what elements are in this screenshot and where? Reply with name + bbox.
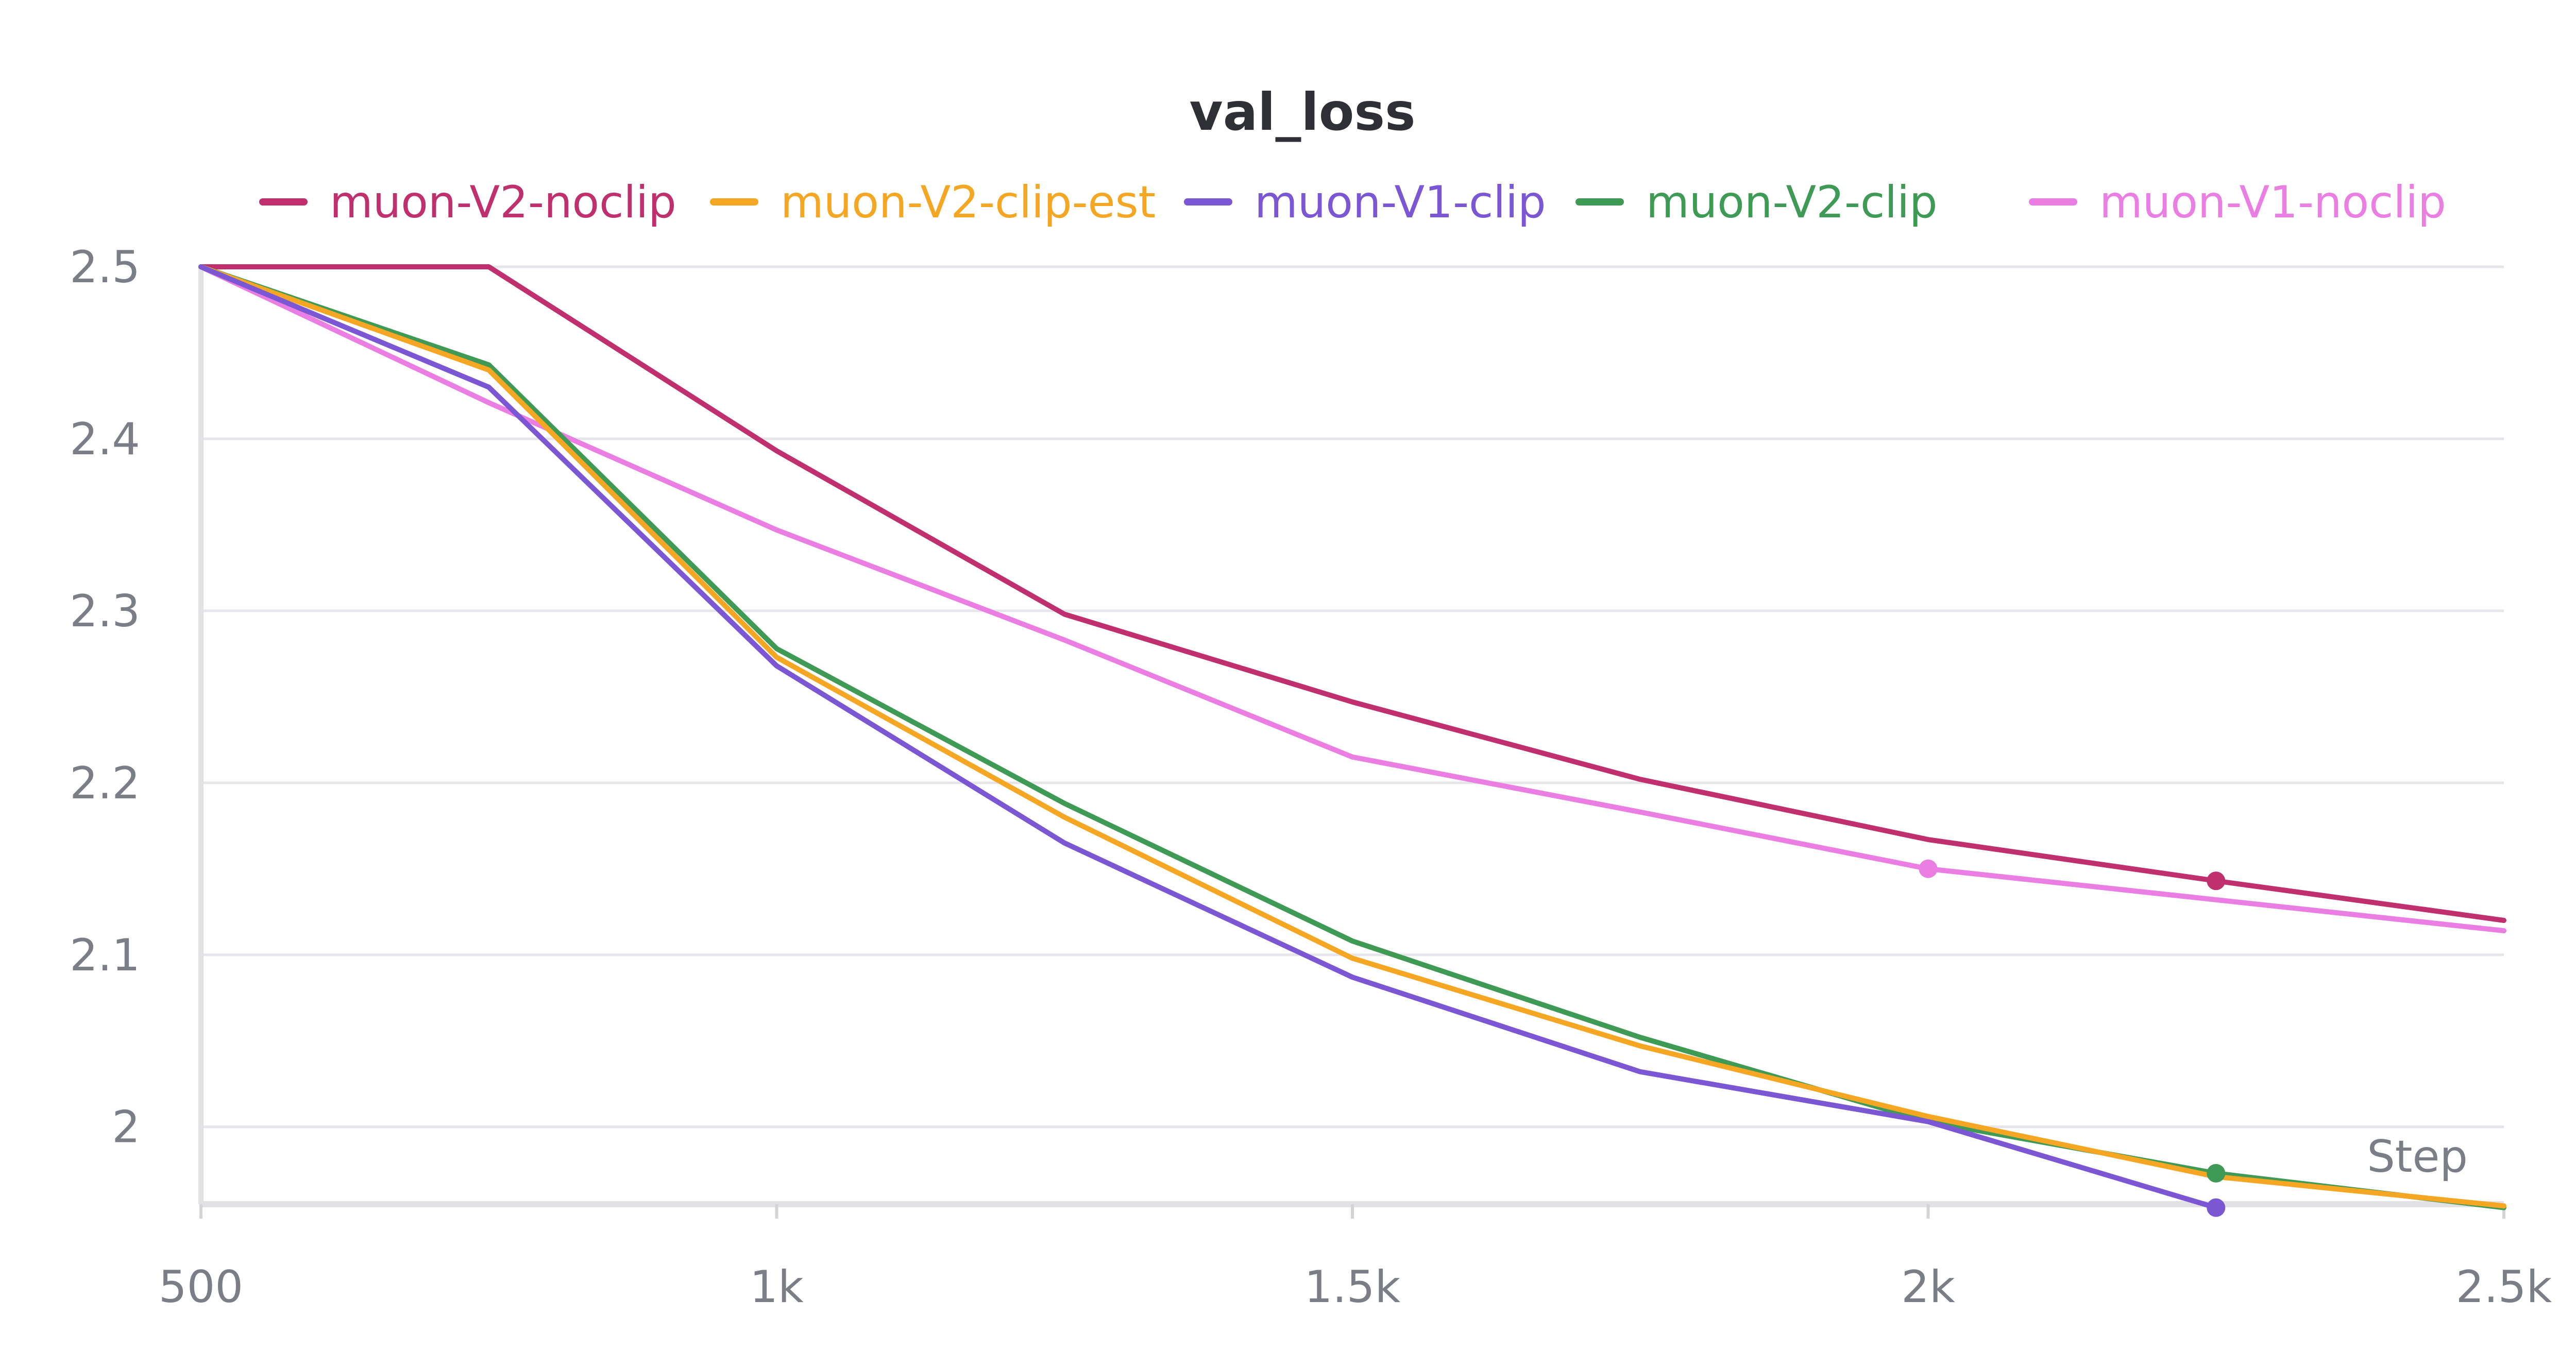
gridlines <box>201 265 2504 1128</box>
y-tick-label: 2.3 <box>70 586 140 637</box>
y-tick-label: 2.1 <box>70 930 140 981</box>
series-line-muon-V1-noclip <box>198 264 2506 934</box>
chart-title: val_loss <box>1190 82 1416 142</box>
series-markers <box>1919 859 2226 1217</box>
x-tick-label: 500 <box>159 1261 243 1313</box>
x-tick-label: 2k <box>1901 1261 1955 1313</box>
legend-label: muon-V2-clip <box>1646 177 1938 228</box>
y-tick-label: 2 <box>112 1102 140 1153</box>
series-marker-muon-V2-noclip <box>2207 871 2226 891</box>
series-line-muon-V1-clip <box>198 264 2219 1210</box>
x-axis-title: Step <box>2367 1131 2468 1183</box>
legend-label: muon-V2-noclip <box>330 177 676 228</box>
series-line-muon-V2-noclip <box>198 264 2506 923</box>
legend-label: muon-V2-clip-est <box>781 177 1156 228</box>
legend-label: muon-V1-noclip <box>2099 177 2446 228</box>
x-tick-label: 1k <box>750 1261 804 1313</box>
x-axis: 500 1k 1.5k 2k 2.5k <box>159 267 2552 1313</box>
series-marker-muon-V1-noclip <box>1919 859 1938 878</box>
legend-label: muon-V1-clip <box>1255 177 1546 228</box>
legend: muon-V2-noclip muon-V2-clip-est muon-V1-cl… <box>259 177 2446 228</box>
series-line-muon-V2-clip-est <box>198 264 2506 1209</box>
series-line-muon-V2-clip <box>198 264 2506 1210</box>
x-tick-label: 2.5k <box>2456 1261 2552 1313</box>
series-lines <box>198 264 2506 1210</box>
y-axis-ticks: 2 2.1 2.2 2.3 2.4 2.5 <box>70 242 140 1153</box>
x-tick-label: 1.5k <box>1304 1261 1401 1313</box>
y-tick-label: 2.2 <box>70 758 140 809</box>
series-marker-muon-V1-clip <box>2207 1198 2226 1217</box>
series-marker-muon-V2-clip <box>2207 1164 2226 1183</box>
y-tick-label: 2.4 <box>70 414 140 465</box>
y-tick-label: 2.5 <box>70 242 140 293</box>
